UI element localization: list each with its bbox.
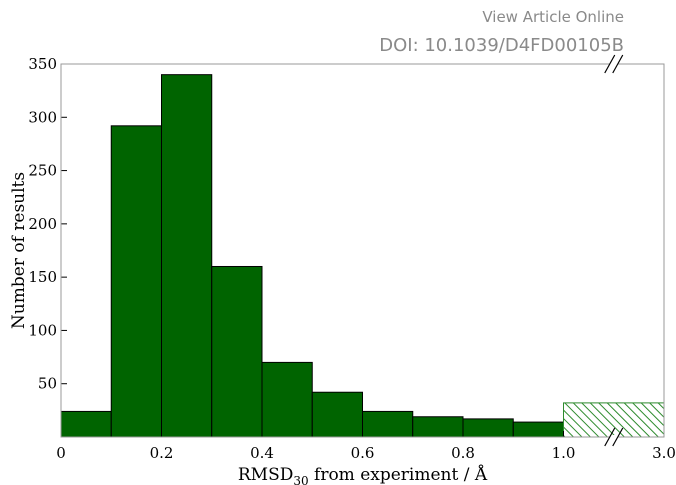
histogram-bar [362,410,414,438]
x-tick-label: 0.8 [451,444,475,462]
histogram-bar [512,421,564,438]
y-tick-label: 350 [28,55,57,73]
histogram-bar [161,74,213,438]
x-tick-label: 1.0 [552,444,576,462]
x-tick-label: 3.0 [652,444,676,462]
histogram-bar [462,418,514,438]
histogram-bar [261,361,313,438]
histogram-bar [412,416,464,438]
axis-break-bottom-slash [612,427,624,447]
axis-break-marks [604,54,624,447]
histogram-bar [311,391,363,438]
x-tick-label: 0.4 [250,444,274,462]
x-tick-label: 0.6 [351,444,375,462]
x-axis-label-sub: 30 [293,474,308,485]
y-tick-label: 300 [28,108,57,126]
y-tick-label: 150 [28,268,57,286]
plot-frame [60,63,665,438]
x-tick-label: 0 [56,444,66,462]
article-header: View Article Online DOI: 10.1039/D4FD001… [379,6,624,60]
doi-label: DOI: 10.1039/D4FD00105B [379,35,624,56]
ticks-group: 50 100 150 200 250 300 350 0 0.2 0.4 0.6 0.8 1.0 3.0 [28,55,676,462]
axis-break-top-gap [609,62,618,66]
y-tick-label: 250 [28,162,57,180]
histogram-bar [211,265,263,438]
axis-break-bottom-slash [604,427,616,447]
histogram-bar [60,410,112,438]
y-tick-label: 100 [28,321,57,339]
axis-break-top-slash [604,54,616,74]
x-axis-label: RMSD30 from experiment / Å [238,464,488,485]
x-tick-label: 0.2 [150,444,174,462]
y-tick-label: 200 [28,215,57,233]
x-axis-label-rest: from experiment / Å [309,464,488,485]
view-article-online-link[interactable]: View Article Online [482,8,624,26]
y-axis-label: Number of results [9,172,29,329]
histogram-bar-overflow [563,402,665,438]
axis-break-bottom-gap [609,435,618,439]
y-tick-label: 50 [38,375,57,393]
bars-group [60,74,665,438]
axis-break-top-slash [612,54,624,74]
histogram-bar [110,125,162,438]
x-axis-label-main: RMSD [238,465,293,485]
